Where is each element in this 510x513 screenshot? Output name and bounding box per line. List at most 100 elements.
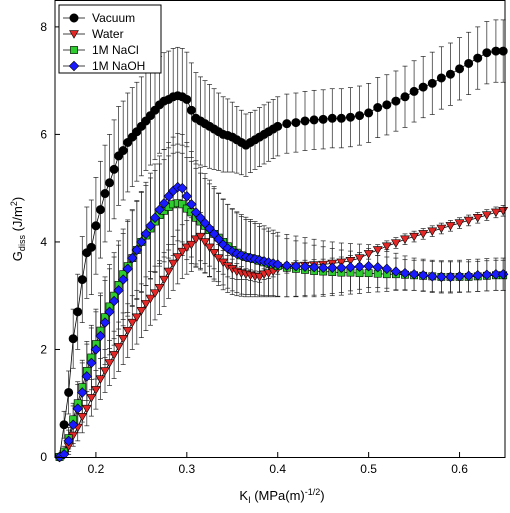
- vacuum-point: [77, 275, 87, 285]
- x-axis-label-rest: (MPa(m): [251, 488, 305, 503]
- water-point: [140, 300, 151, 309]
- 1m-naoh-point: [86, 357, 97, 369]
- vacuum-point: [186, 105, 196, 115]
- vacuum-point: [100, 189, 110, 199]
- vacuum-point: [64, 387, 74, 397]
- water-point: [490, 208, 501, 218]
- water-point: [204, 243, 215, 253]
- vacuum-point: [68, 334, 78, 344]
- vacuum-point: [436, 73, 446, 83]
- vacuum-point: [345, 112, 355, 122]
- x-axis-label-main: K: [239, 488, 248, 503]
- y-axis-label-sup: 2: [9, 201, 19, 206]
- vacuum-point: [309, 115, 319, 125]
- vacuum-point: [482, 48, 492, 58]
- vacuum-point: [105, 178, 115, 188]
- 1m-naoh-point: [90, 344, 102, 355]
- x-tick-label: 0.5: [360, 462, 377, 476]
- vacuum-point: [355, 111, 365, 121]
- 1m-naoh-point: [327, 262, 338, 273]
- 1m-naoh-point: [140, 228, 152, 240]
- water-point: [409, 232, 420, 242]
- 1m-naoh-point: [58, 449, 70, 460]
- 1m-naoh-point: [63, 435, 74, 447]
- 1m-naoh-point: [381, 263, 393, 275]
- y-tick-label: 4: [40, 235, 47, 249]
- 1m-naoh-point: [108, 295, 120, 307]
- 1m-naoh-point: [463, 270, 474, 282]
- 1m-naoh-point: [117, 274, 129, 285]
- 1m-naoh-point: [149, 212, 161, 223]
- water-point: [381, 242, 392, 252]
- 1m-naoh-point: [336, 262, 347, 273]
- 1m-naoh-point: [177, 182, 188, 194]
- y-tick-label: 6: [40, 127, 47, 141]
- water-point: [454, 219, 465, 228]
- legend-marker-water: [69, 30, 79, 39]
- water-point: [131, 313, 142, 323]
- x-tick-label: 0.2: [88, 462, 105, 476]
- water-point: [463, 216, 474, 226]
- vacuum-point: [318, 114, 328, 124]
- water-point: [136, 307, 147, 316]
- error-bars: [61, 19, 506, 458]
- vacuum-point: [300, 116, 310, 126]
- x-tick-label: 0.6: [451, 462, 468, 476]
- 1m-naoh-point: [272, 259, 283, 270]
- 1m-naoh-point: [427, 271, 438, 282]
- water-point: [436, 224, 447, 234]
- vacuum-point: [427, 78, 437, 88]
- legend: Vacuum Water 1M NaCl 1M NaOH: [58, 4, 162, 74]
- water-point: [445, 222, 456, 231]
- vacuum-point: [336, 113, 346, 123]
- y-tick-label: 2: [40, 342, 47, 356]
- water-point: [77, 412, 88, 422]
- 1m-naoh-point: [399, 267, 411, 279]
- water-point: [181, 243, 192, 253]
- y-tick-label: 0: [40, 450, 47, 464]
- water-point: [109, 351, 120, 360]
- water-point: [95, 375, 106, 384]
- 1m-naoh-point: [497, 268, 509, 280]
- 1m-naoh-point: [104, 306, 115, 318]
- 1m-naoh-point: [158, 198, 170, 209]
- y-axis-label-end: ): [10, 197, 25, 201]
- vacuum-point: [455, 64, 465, 74]
- 1m-naoh-point: [127, 252, 138, 264]
- 1m-naoh-point: [99, 317, 111, 328]
- x-axis-ticks: 0.2 0.3 0.4 0.5 0.6: [88, 452, 468, 476]
- y-axis-label-main: G: [10, 251, 25, 261]
- vacuum-point: [282, 119, 292, 129]
- vacuum-point: [86, 242, 96, 252]
- water-point: [186, 240, 197, 250]
- water-point: [427, 227, 438, 236]
- legend-label-water: Water: [92, 27, 124, 41]
- 1m-naoh-point: [454, 271, 465, 282]
- water-point: [363, 250, 374, 259]
- 1m-naoh-point: [281, 260, 293, 271]
- 1m-naoh-point: [95, 330, 106, 342]
- vacuum-point: [91, 221, 101, 231]
- legend-marker-1m-naoh: [68, 60, 80, 72]
- 1m-naoh-point: [308, 261, 320, 273]
- water-point: [104, 359, 115, 368]
- 1m-naoh-point: [490, 268, 502, 280]
- water-point: [172, 253, 183, 262]
- vacuum-point: [59, 420, 69, 430]
- 1m-naoh-point: [408, 268, 420, 280]
- water-point: [100, 367, 110, 376]
- vacuum-point: [73, 307, 83, 317]
- water-point: [418, 230, 429, 239]
- vacuum-line: [59, 50, 504, 458]
- water-point: [200, 238, 210, 247]
- water-point: [81, 404, 92, 414]
- markers: [54, 46, 509, 463]
- 1m-naoh-point: [354, 261, 365, 272]
- 1m-naoh-point: [390, 266, 402, 277]
- vacuum-point: [182, 94, 192, 104]
- x-axis-label-end: ): [320, 488, 324, 503]
- vacuum-point: [409, 86, 419, 96]
- series-lines: [59, 50, 504, 458]
- vacuum-point: [473, 53, 483, 63]
- water-point: [345, 257, 356, 266]
